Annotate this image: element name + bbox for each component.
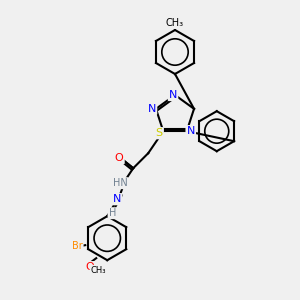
Text: N: N: [148, 104, 156, 114]
Text: N: N: [113, 194, 122, 204]
Text: S: S: [156, 128, 163, 138]
Text: CH₃: CH₃: [166, 18, 184, 28]
Text: CH₃: CH₃: [91, 266, 106, 275]
Text: HN: HN: [113, 178, 128, 188]
Text: O: O: [115, 153, 124, 163]
Text: H: H: [109, 208, 116, 218]
Text: N: N: [169, 90, 177, 100]
Text: O: O: [86, 262, 94, 272]
Text: N: N: [187, 126, 195, 136]
Text: Br: Br: [72, 241, 83, 251]
